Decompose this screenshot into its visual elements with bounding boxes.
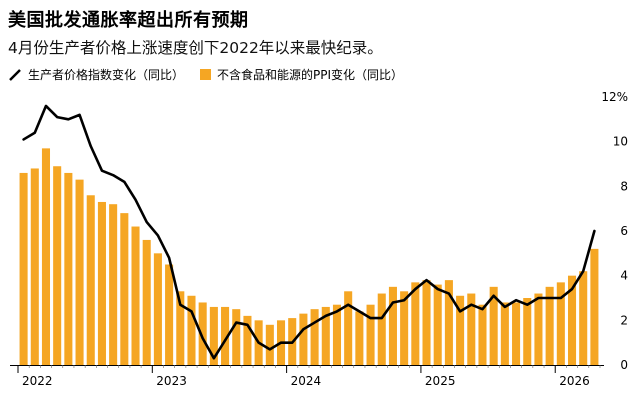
x-tick-label-4: 2026: [559, 374, 590, 388]
bar-0: [19, 172, 28, 365]
bar-29: [344, 291, 353, 365]
y-tick-label-3: 6: [620, 224, 628, 238]
x-tick-label-1: 2023: [156, 374, 187, 388]
y-tick-label-0: 0: [620, 358, 628, 372]
legend-item-core-ppi: 不含食品和能源的PPI变化（同比）: [200, 66, 403, 83]
ppi-line: [22, 104, 596, 360]
bar-40: [467, 293, 476, 365]
bar-42: [489, 286, 498, 365]
bar-7: [97, 201, 106, 365]
bar-9: [120, 213, 129, 365]
bar-1: [30, 168, 39, 365]
bar-5: [75, 179, 84, 365]
bars-layer: [19, 148, 599, 365]
y-tick-label-1: 2: [620, 313, 628, 327]
bar-14: [176, 291, 185, 365]
bar-32: [377, 293, 386, 365]
x-tick-label-0: 2022: [22, 374, 53, 388]
bar-17: [209, 306, 218, 365]
bar-4: [64, 172, 73, 365]
y-tick-label-2: 4: [620, 269, 628, 283]
bar-36: [422, 280, 431, 365]
bar-2: [41, 148, 51, 365]
legend-item-ppi: 生产者价格指数变化（同比）: [8, 66, 184, 83]
legend-bar-swatch-icon: [200, 69, 212, 80]
legend-line-icon: [9, 68, 21, 81]
bar-6: [86, 195, 95, 365]
bar-51: [590, 248, 599, 365]
bar-19: [232, 309, 241, 365]
bar-35: [411, 282, 420, 365]
bar-8: [109, 204, 118, 365]
bar-50: [579, 271, 588, 365]
bar-13: [165, 264, 174, 365]
bar-3: [53, 166, 62, 365]
bar-39: [456, 295, 465, 365]
chart-subtitle: 4月份生产者价格上涨速度创下2022年以来最快纪录。: [8, 39, 383, 57]
bar-11: [142, 239, 151, 365]
bar-15: [187, 295, 196, 365]
legend: 生产者价格指数变化（同比） 不含食品和能源的PPI变化（同比）: [8, 66, 419, 83]
bar-33: [388, 286, 397, 365]
y-tick-label-6: 12%: [601, 90, 628, 104]
line-layer: [22, 104, 596, 360]
bar-46: [534, 293, 543, 365]
x-axis: 2022 2023 2024 2025 2026: [10, 365, 604, 388]
y-tick-label-5: 10: [613, 135, 628, 149]
bar-38: [444, 280, 453, 365]
legend-label-ppi: 生产者价格指数变化（同比）: [28, 68, 185, 82]
x-tick-label-2: 2024: [291, 374, 322, 388]
bar-48: [556, 282, 565, 365]
x-tick-label-3: 2025: [425, 374, 456, 388]
bar-30: [355, 311, 364, 365]
y-axis: 0 2 4 6 8 10 12%: [601, 90, 628, 372]
bar-22: [265, 324, 274, 365]
bar-25: [299, 313, 308, 365]
bar-28: [332, 304, 342, 365]
bar-31: [366, 304, 375, 365]
bar-10: [131, 226, 140, 365]
bar-34: [400, 291, 409, 365]
bar-37: [433, 284, 442, 365]
bar-12: [153, 253, 162, 365]
legend-label-core-ppi: 不含食品和能源的PPI变化（同比）: [217, 68, 404, 82]
bar-44: [512, 302, 521, 365]
bar-27: [321, 306, 330, 365]
y-tick-label-4: 8: [620, 179, 628, 193]
bar-20: [243, 315, 252, 365]
bar-26: [310, 309, 319, 365]
bar-45: [523, 298, 532, 365]
bar-41: [478, 304, 487, 365]
chart-title: 美国批发通胀率超出所有预期: [8, 10, 249, 31]
bar-16: [198, 302, 207, 365]
bar-49: [567, 275, 577, 365]
bar-43: [500, 302, 509, 365]
bar-18: [221, 306, 230, 365]
bar-47: [545, 286, 554, 365]
